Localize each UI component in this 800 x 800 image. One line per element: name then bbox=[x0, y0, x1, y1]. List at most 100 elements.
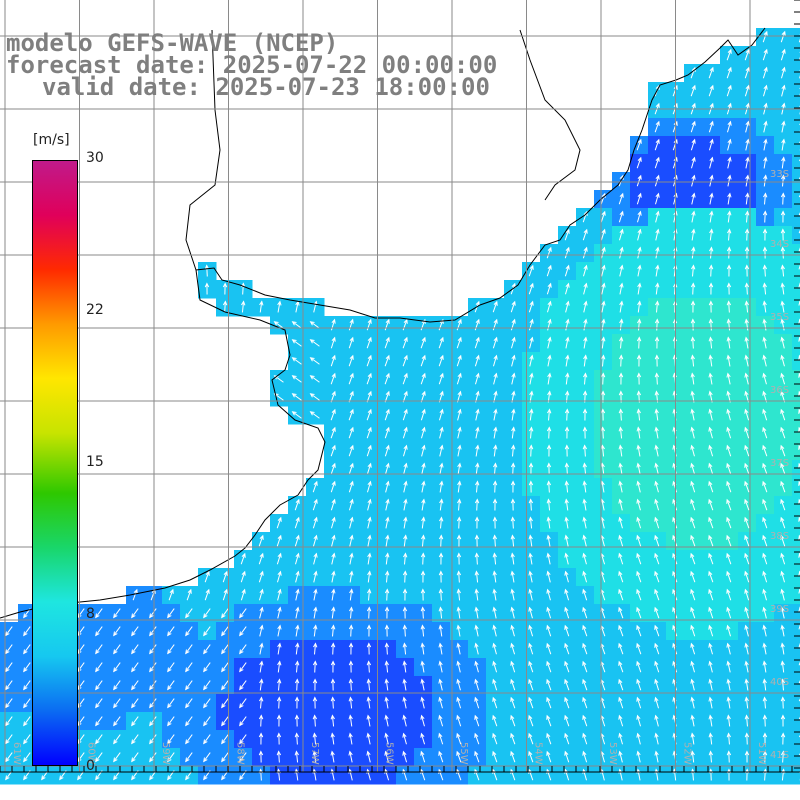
wind-arrow bbox=[636, 157, 642, 169]
wind-arrow-head bbox=[348, 714, 353, 720]
wind-arrow bbox=[528, 679, 534, 691]
wind-arrow bbox=[5, 662, 13, 672]
wind-arrow bbox=[600, 247, 606, 259]
wind-arrow-head bbox=[221, 613, 226, 619]
wind-arrow bbox=[602, 373, 604, 385]
wind-arrow bbox=[331, 535, 335, 547]
wind-arrow bbox=[654, 679, 660, 691]
wind-arrow bbox=[619, 445, 623, 457]
wind-arrow-head bbox=[309, 411, 315, 416]
wind-arrow-head bbox=[131, 649, 136, 655]
wind-arrow bbox=[349, 535, 353, 547]
wind-arrow bbox=[618, 697, 624, 709]
wind-arrow-head bbox=[239, 631, 244, 637]
wind-arrow-head bbox=[456, 552, 462, 558]
wind-arrow bbox=[781, 85, 785, 97]
wind-arrow-head bbox=[529, 390, 534, 396]
wind-arrow-head bbox=[528, 552, 533, 558]
wind-arrow-head bbox=[582, 642, 587, 648]
lon-label: 54W bbox=[533, 742, 544, 765]
wind-arrow bbox=[512, 517, 514, 529]
wind-arrow bbox=[637, 229, 641, 241]
wind-arrow bbox=[728, 733, 730, 745]
wind-arrow-head bbox=[403, 462, 408, 468]
wind-arrow-head bbox=[349, 408, 354, 414]
wind-arrow-head bbox=[438, 588, 444, 594]
lat-label: 34S bbox=[770, 239, 789, 250]
wind-arrow bbox=[529, 337, 533, 349]
wind-arrow-head bbox=[131, 613, 136, 619]
wind-arrow-head bbox=[619, 300, 624, 306]
wind-arrow-head bbox=[420, 588, 426, 594]
wind-cell bbox=[792, 226, 800, 245]
wind-arrow-head bbox=[654, 426, 659, 432]
wind-arrow-head bbox=[511, 354, 516, 360]
wind-cell bbox=[792, 658, 800, 677]
wind-arrow bbox=[421, 463, 425, 475]
wind-arrow bbox=[583, 517, 587, 529]
wind-arrow bbox=[709, 409, 713, 421]
wind-arrow-head bbox=[636, 408, 641, 414]
wind-arrow bbox=[710, 319, 712, 331]
wind-arrow bbox=[564, 625, 570, 637]
border-line bbox=[185, 29, 221, 271]
wind-arrow bbox=[457, 607, 461, 619]
wind-arrow-head bbox=[203, 613, 208, 619]
wind-arrow-head bbox=[511, 336, 516, 342]
lat-label: 35S bbox=[770, 312, 789, 323]
wind-arrow bbox=[583, 535, 587, 547]
wind-arrow bbox=[780, 463, 786, 475]
wind-arrow bbox=[746, 715, 748, 727]
wind-arrow bbox=[619, 751, 623, 763]
wind-arrow-head bbox=[113, 703, 118, 709]
wind-arrow bbox=[636, 589, 642, 601]
wind-arrow-head bbox=[546, 588, 551, 594]
wind-arrow-head bbox=[798, 552, 800, 558]
wind-arrow-head bbox=[313, 624, 318, 630]
wind-arrow bbox=[457, 679, 461, 691]
wind-arrow-head bbox=[259, 660, 264, 666]
wind-arrow bbox=[296, 733, 298, 745]
wind-arrow-head bbox=[403, 498, 408, 504]
wind-arrow bbox=[636, 697, 642, 709]
wind-arrow-head bbox=[636, 462, 641, 468]
wind-arrow bbox=[420, 337, 426, 349]
wind-arrow-head bbox=[221, 739, 226, 745]
wind-arrow bbox=[113, 680, 121, 690]
wind-arrow bbox=[654, 607, 660, 619]
wind-arrow-head bbox=[385, 462, 390, 468]
wind-arrow bbox=[332, 697, 334, 709]
wind-arrow-head bbox=[95, 703, 100, 709]
wind-arrow bbox=[313, 553, 317, 565]
wind-arrow bbox=[708, 625, 714, 637]
wind-arrow-head bbox=[456, 750, 461, 756]
wind-arrow-head bbox=[241, 552, 246, 558]
wind-arrow bbox=[403, 517, 407, 529]
wind-arrow-head bbox=[780, 606, 785, 612]
wind-arrow bbox=[385, 481, 389, 493]
wind-arrow bbox=[618, 211, 624, 223]
wind-arrow-head bbox=[709, 210, 714, 216]
wind-arrow-head bbox=[780, 282, 785, 288]
wind-arrow-head bbox=[780, 192, 786, 198]
wind-arrow bbox=[655, 769, 659, 781]
wind-arrow bbox=[601, 535, 605, 547]
wind-arrow-head bbox=[726, 750, 732, 756]
wind-arrow-head bbox=[457, 336, 462, 342]
lat-lon-grid bbox=[0, 0, 800, 772]
wind-arrow-head bbox=[510, 750, 515, 756]
wind-arrow bbox=[475, 643, 479, 655]
wind-arrow bbox=[636, 625, 642, 637]
wind-arrow-head bbox=[367, 354, 372, 360]
wind-arrow bbox=[727, 175, 731, 187]
wind-arrow bbox=[277, 661, 281, 673]
wind-arrow bbox=[403, 679, 407, 691]
wind-arrow-head bbox=[203, 685, 208, 691]
wind-arrow bbox=[582, 697, 588, 709]
wind-arrow bbox=[602, 355, 604, 367]
wind-arrow bbox=[619, 247, 623, 259]
wind-arrow-head bbox=[744, 228, 750, 234]
lat-label: 41S bbox=[770, 750, 789, 761]
wind-arrow bbox=[781, 625, 785, 637]
wind-arrow-head bbox=[367, 588, 372, 594]
